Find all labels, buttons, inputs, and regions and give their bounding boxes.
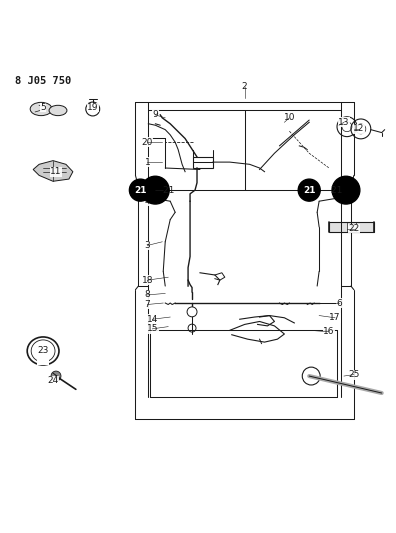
Text: 25: 25 <box>348 370 360 379</box>
Circle shape <box>302 367 320 385</box>
Text: 21: 21 <box>303 185 316 195</box>
Circle shape <box>187 307 197 317</box>
Text: 10: 10 <box>284 114 295 123</box>
Text: 16: 16 <box>323 327 335 336</box>
Text: 1: 1 <box>145 158 150 167</box>
Text: 24: 24 <box>48 376 59 385</box>
Bar <box>329 222 374 232</box>
Polygon shape <box>33 160 73 181</box>
Text: 13: 13 <box>338 118 350 127</box>
Circle shape <box>129 179 151 201</box>
Text: 8: 8 <box>145 290 150 300</box>
Text: 22: 22 <box>348 224 360 233</box>
Text: 12: 12 <box>353 124 365 133</box>
Text: 21: 21 <box>134 185 147 195</box>
Text: 11: 11 <box>50 167 62 176</box>
Text: 17: 17 <box>329 313 341 322</box>
Text: 23: 23 <box>37 346 49 356</box>
Text: 4: 4 <box>145 197 150 206</box>
Circle shape <box>188 324 196 332</box>
Text: 19: 19 <box>87 103 99 112</box>
Text: 2: 2 <box>242 83 248 91</box>
Circle shape <box>141 176 169 204</box>
Text: —21: —21 <box>154 185 175 195</box>
Text: 8 J05 750: 8 J05 750 <box>15 76 72 86</box>
Text: 3: 3 <box>145 241 150 250</box>
Text: 6: 6 <box>336 298 342 308</box>
Bar <box>37 359 49 365</box>
Text: 9: 9 <box>152 110 158 119</box>
Text: 14: 14 <box>147 315 158 324</box>
Text: 15: 15 <box>147 325 158 333</box>
Ellipse shape <box>30 102 52 116</box>
Circle shape <box>332 176 360 204</box>
Text: 7: 7 <box>145 300 150 309</box>
Circle shape <box>51 371 61 381</box>
Circle shape <box>298 179 320 201</box>
Ellipse shape <box>49 106 67 116</box>
Text: 20: 20 <box>142 138 153 147</box>
Text: 18: 18 <box>142 276 153 285</box>
Bar <box>193 157 213 168</box>
Text: —21: —21 <box>323 185 343 195</box>
Text: 5: 5 <box>40 103 46 112</box>
